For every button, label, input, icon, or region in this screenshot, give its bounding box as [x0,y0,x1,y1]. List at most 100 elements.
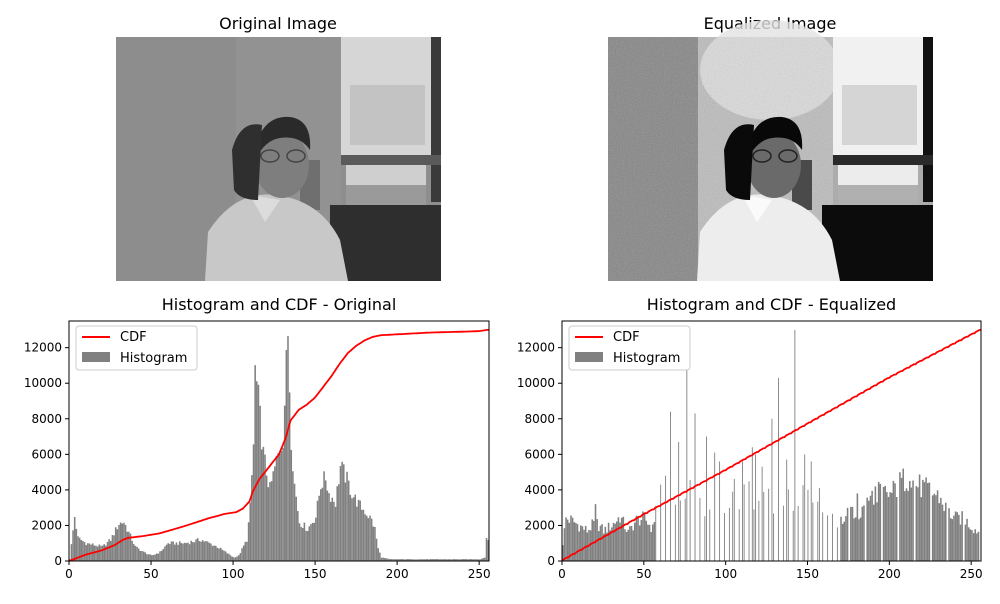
histogram-bar [416,559,419,561]
histogram-bar [904,491,906,561]
histogram-bar [773,513,775,561]
histogram-bar [239,553,242,561]
histogram-bar [192,542,194,561]
histogram-bar [699,497,701,561]
histogram-bar [964,524,967,561]
histogram-bar [447,559,450,561]
histogram-bar [928,482,931,561]
histogram-bar [234,557,237,561]
histogram-bar [843,521,846,561]
histogram-bar [151,555,153,561]
histogram-bar [425,559,427,561]
histogram-bar [457,559,460,561]
histogram-bar [282,447,284,561]
histogram-bar [951,519,954,561]
histogram-bar [570,515,572,561]
histogram-bar [854,517,857,561]
histogram-bar [938,503,941,561]
histogram-bar [87,543,89,561]
histogram-bar [297,511,299,561]
histogram-bar [169,544,171,561]
histogram-bar [262,446,265,561]
histogram-bar [124,524,127,561]
histogram-bar [329,501,332,561]
histogram-bar [313,522,316,561]
histogram-bar [827,515,829,561]
x-tick-label: 0 [65,567,73,581]
histogram-bar [902,468,904,561]
histogram-bar [149,554,151,561]
histogram-bar [111,535,114,561]
histogram-bar [611,527,613,561]
histogram-bar [474,559,476,561]
histogram-bar [892,480,895,561]
histogram-bar [753,509,755,561]
histogram-bar [645,520,648,561]
histogram-bar [941,504,944,561]
histogram-bar [922,479,924,561]
histogram-bar [719,461,721,561]
histogram-bar [743,484,745,561]
histogram-bar [336,486,338,561]
histogram-bar [164,546,166,561]
histogram-bar [594,504,597,561]
histogram-bar [562,545,564,561]
histogram-bar [583,529,585,561]
histogram-bar [110,540,112,561]
histogram-bar [339,466,342,561]
histogram-bar [449,559,452,561]
histogram-bar [967,527,970,561]
histogram-bar [846,507,849,561]
histogram-bar [580,525,582,561]
histogram-bar [228,553,230,561]
histogram-bar [72,530,74,561]
histogram-bar [423,559,425,561]
histogram-bar [400,559,402,561]
x-tick-label: 100 [222,567,245,581]
histogram-bar [129,533,132,561]
histogram-bar [411,559,414,561]
histogram-bar [871,490,873,561]
histogram-bar [277,453,279,561]
histogram-bar [426,559,429,561]
histogram-bar [134,545,137,561]
histogram-bar [96,546,99,561]
histogram-bar [954,511,957,561]
histogram-bar [106,541,109,561]
histogram-bar [974,529,977,561]
y-tick-label: 4000 [524,483,555,497]
histogram-bar [686,369,688,561]
histogram-bar [402,559,404,561]
histogram-bar [75,528,78,561]
histogram-bar [810,461,812,561]
histogram-bar [782,505,784,561]
histogram-bar [920,497,922,561]
histogram-bar [890,492,893,561]
cdf-line [68,329,489,562]
histogram-bar [80,540,83,561]
x-tick-label: 200 [878,567,901,581]
histogram-bar [183,542,186,561]
y-tick-label: 0 [547,554,555,568]
histogram-bar [218,548,220,561]
histogram-bar [969,529,972,561]
histogram-bar [200,541,202,561]
histogram-bar [187,542,189,561]
axes-frame [68,320,490,562]
histogram-bar [475,559,478,561]
histogram-bar [446,559,448,561]
histogram-bar [439,559,442,561]
legend-histogram-swatch [575,352,603,362]
histogram-bar [761,466,763,561]
histogram-bar [237,555,240,561]
histogram-bar [584,525,587,561]
histogram-bar [393,559,396,561]
legend-histogram-label: Histogram [120,351,187,366]
histogram-bar [105,545,107,561]
cdf-line [561,329,982,562]
histogram-bar [193,542,196,561]
histogram-bar [170,541,173,561]
histogram-bar [219,547,222,561]
histogram-bar [275,455,278,561]
